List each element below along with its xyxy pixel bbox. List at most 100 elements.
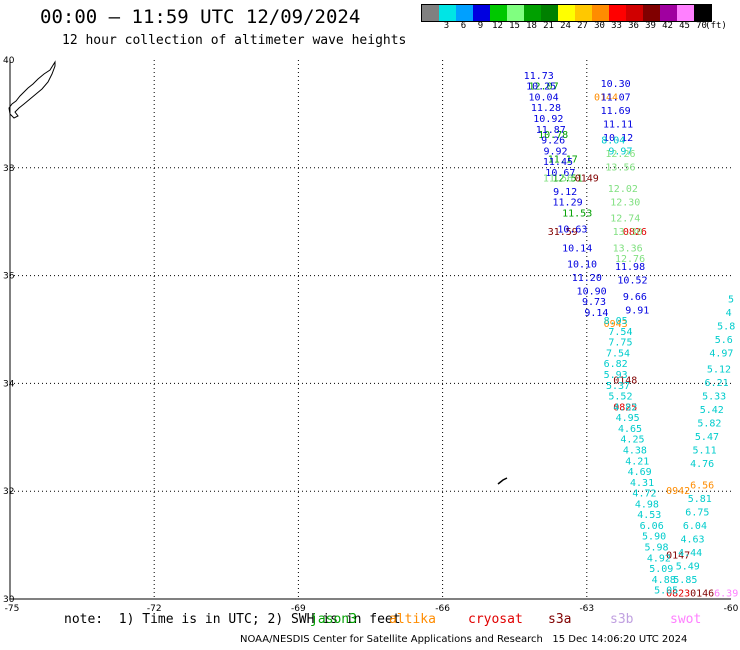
legend-label: 21: [543, 21, 554, 31]
wave-height-label: 4.72: [632, 489, 656, 500]
wave-height-label: 12.26: [605, 149, 635, 160]
wave-height-label: 6.39: [714, 588, 738, 599]
wave-height-label: 10.67: [545, 168, 575, 179]
wave-height-label: 4.44: [678, 548, 702, 559]
legend-label: 24: [560, 21, 571, 31]
wave-height-label: 11.29: [553, 198, 583, 209]
y-tick-label: 34: [3, 379, 15, 389]
wave-height-label: 4.82: [613, 402, 637, 413]
y-tick-label: 40: [3, 56, 15, 66]
legend-swatch: [507, 5, 524, 21]
wave-height-label: 0148: [613, 375, 637, 386]
wave-height-label: 11.07: [601, 92, 631, 103]
wave-height-label: 9.92: [544, 146, 568, 157]
satellite-legend-item: s3b: [610, 612, 634, 627]
wave-height-label: 10.63: [557, 224, 587, 235]
wave-height-label: 5.12: [707, 365, 731, 376]
wave-height-label: 11.69: [601, 106, 631, 117]
wave-height-label: 0147: [666, 551, 690, 562]
wave-height-label: 13.30: [613, 227, 643, 238]
wave-height-label: 10.78: [538, 130, 568, 141]
wave-height-label: 0826: [623, 227, 647, 238]
wave-height-label: 5.49: [676, 561, 700, 572]
legend-swatch: [490, 5, 507, 21]
legend-label: 3: [443, 21, 450, 31]
wave-height-label: 13.56: [605, 162, 635, 173]
wave-height-label: 11.17: [548, 154, 578, 165]
credit-line: NOAA/NESDIS Center for Satellite Applica…: [240, 634, 688, 645]
legend-swatch: [626, 5, 643, 21]
wave-height-label: 12.76: [615, 254, 645, 265]
wave-height-label: 6.82: [604, 359, 628, 370]
wave-height-label: 10.14: [562, 243, 592, 254]
legend-label: 45: [679, 21, 690, 31]
legend-swatch: [643, 5, 660, 21]
wave-height-label: 11.87: [536, 125, 566, 136]
wave-height-label: 9.12: [553, 187, 577, 198]
wave-height-label: 5.90: [642, 532, 666, 543]
satellite-legend-item: s3a: [548, 612, 572, 627]
wave-height-label: 9.66: [623, 292, 647, 303]
legend-label: 70: [696, 21, 707, 31]
wave-height-label: 5.05: [654, 586, 678, 597]
wave-height-label: 5.09: [649, 564, 673, 575]
wave-height-label: 5.47: [695, 432, 719, 443]
wave-height-label: 9.91: [625, 305, 649, 316]
wave-height-label: 0144: [594, 92, 618, 103]
legend-swatch: [456, 5, 473, 21]
wave-height-label: 5.98: [644, 542, 668, 553]
wave-height-label: 0146: [690, 588, 714, 599]
wave-height-label: 11.28: [531, 103, 561, 114]
wave-height-label: 8.05: [604, 316, 628, 327]
x-tick-label: -69: [291, 604, 306, 614]
wave-height-label: 10.04: [528, 92, 558, 103]
wave-height-label: 31.59: [548, 227, 578, 238]
wave-height-label: 0149: [575, 173, 599, 184]
wave-height-label: 6.75: [685, 507, 709, 518]
legend-label: 15: [509, 21, 520, 31]
wave-height-label: 4: [726, 308, 732, 319]
wave-height-label: 10.90: [577, 286, 607, 297]
wave-height-label: 5.93: [604, 370, 628, 381]
wave-height-label: 4.21: [625, 456, 649, 467]
satellite-legend-item: cryosat: [468, 612, 523, 627]
wave-height-label: 7.54: [606, 348, 630, 359]
wave-height-label: 10.25: [526, 82, 556, 93]
wave-height-label: 4.65: [618, 424, 642, 435]
legend-swatch: [473, 5, 490, 21]
wave-height-label: 4.95: [616, 413, 640, 424]
legend-swatch: [694, 5, 711, 21]
satellite-legend-item: swot: [670, 612, 702, 627]
wave-height-label: 11.98: [615, 262, 645, 273]
color-legend: [421, 4, 712, 22]
wave-height-label: 6.06: [640, 521, 664, 532]
wave-height-label: 6.04: [683, 521, 707, 532]
wave-height-label: 11.53: [562, 208, 592, 219]
legend-swatch: [439, 5, 456, 21]
wave-height-label: 4.38: [623, 445, 647, 456]
wave-height-label: 4.97: [709, 348, 733, 359]
wave-height-label: 4.88: [652, 575, 676, 586]
y-tick-label: 30: [3, 595, 15, 605]
legend-label: 30: [594, 21, 605, 31]
wave-height-label: 7.54: [608, 327, 632, 338]
legend-label: 12: [492, 21, 503, 31]
wave-height-label: 13.36: [613, 243, 643, 254]
legend-label: 39: [645, 21, 656, 31]
wave-height-label: 4.69: [628, 467, 652, 478]
wave-height-label: 4.92: [647, 553, 671, 564]
legend-swatch: [609, 5, 626, 21]
wave-height-label: 5.81: [688, 494, 712, 505]
wave-height-label: 9.97: [608, 146, 632, 157]
wave-height-label: 0942: [666, 486, 690, 497]
wave-height-label: 5.37: [606, 381, 630, 392]
wave-height-label: 6.56: [690, 481, 714, 492]
legend-swatch: [422, 5, 439, 21]
wave-height-label: 10.12: [603, 133, 633, 144]
wave-height-label: 12.07: [528, 82, 558, 93]
wave-height-label: 5.42: [700, 405, 724, 416]
wave-height-label: 5.6: [715, 335, 733, 346]
wave-height-label: 4.76: [690, 459, 714, 470]
wave-height-label: 10.30: [601, 79, 631, 90]
legend-unit: (ft): [705, 21, 727, 31]
